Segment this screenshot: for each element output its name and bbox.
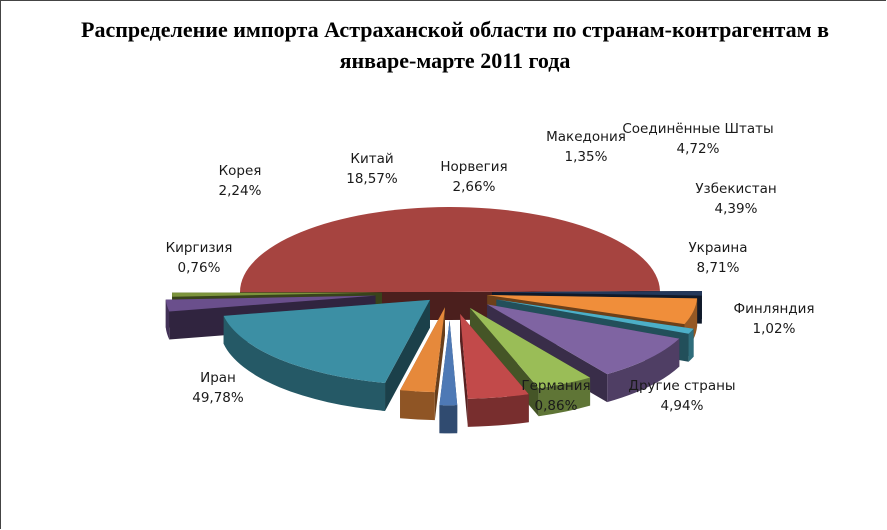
slice-top [172,292,383,297]
slice-rim [223,315,386,411]
slice-label-name: Норвегия [440,159,507,175]
slice-label-name: Узбекистан [695,181,776,197]
slice-top [487,304,680,375]
slice-top [460,313,529,399]
slice-label-value: 4,94% [661,398,704,414]
slice-label-name: Финляндия [733,301,814,317]
slice-top [491,291,702,296]
slice-top [223,299,430,383]
slice-label-value: 2,66% [453,179,496,195]
slice-label-value: 1,02% [753,321,796,337]
slice-rim [467,394,529,427]
slice-rim [688,328,694,362]
slice-wall [460,313,468,427]
slice-label-name: Германия [521,378,590,394]
slice-rim [607,338,680,403]
slice-label-value: 1,35% [565,149,608,165]
slice-top [439,320,458,406]
slice-top [496,299,694,334]
slice-label-name: Украина [688,240,747,256]
slice-label-value: 8,71% [697,260,740,276]
pie-slice-7 [460,313,529,427]
pie-slice-8 [439,320,458,434]
slice-label-name: Киргизия [166,240,233,256]
pie-slice-9 [400,307,446,421]
slice-rim [165,299,170,340]
slice-label-value: 2,24% [219,183,262,199]
slice-label-value: 18,57% [346,171,398,187]
slice-label-name: Соединённые Штаты [622,121,773,137]
slice-label-value: 0,86% [535,398,578,414]
slice-top [165,295,376,312]
slice-label-value: 0,76% [178,260,221,276]
slice-top [400,307,446,393]
slice-label-value: 49,78% [192,390,244,406]
slice-top [469,307,591,389]
slice-top [240,207,660,292]
slice-rim [439,405,458,434]
slice-top [487,294,698,325]
pie-slice-10 [223,299,430,411]
slice-label-value: 4,39% [715,201,758,217]
slice-label-name: Китай [350,151,393,167]
slice-label-name: Другие страны [628,378,735,394]
slice-label-name: Корея [219,163,262,179]
slice-rim [538,377,591,417]
slice-label-name: Македония [546,129,626,145]
slice-label-name: Иран [200,370,236,386]
slice-rim [400,390,435,421]
slice-label-value: 4,72% [677,141,720,157]
chart-title: Распределение импорта Астраханской облас… [81,17,829,73]
